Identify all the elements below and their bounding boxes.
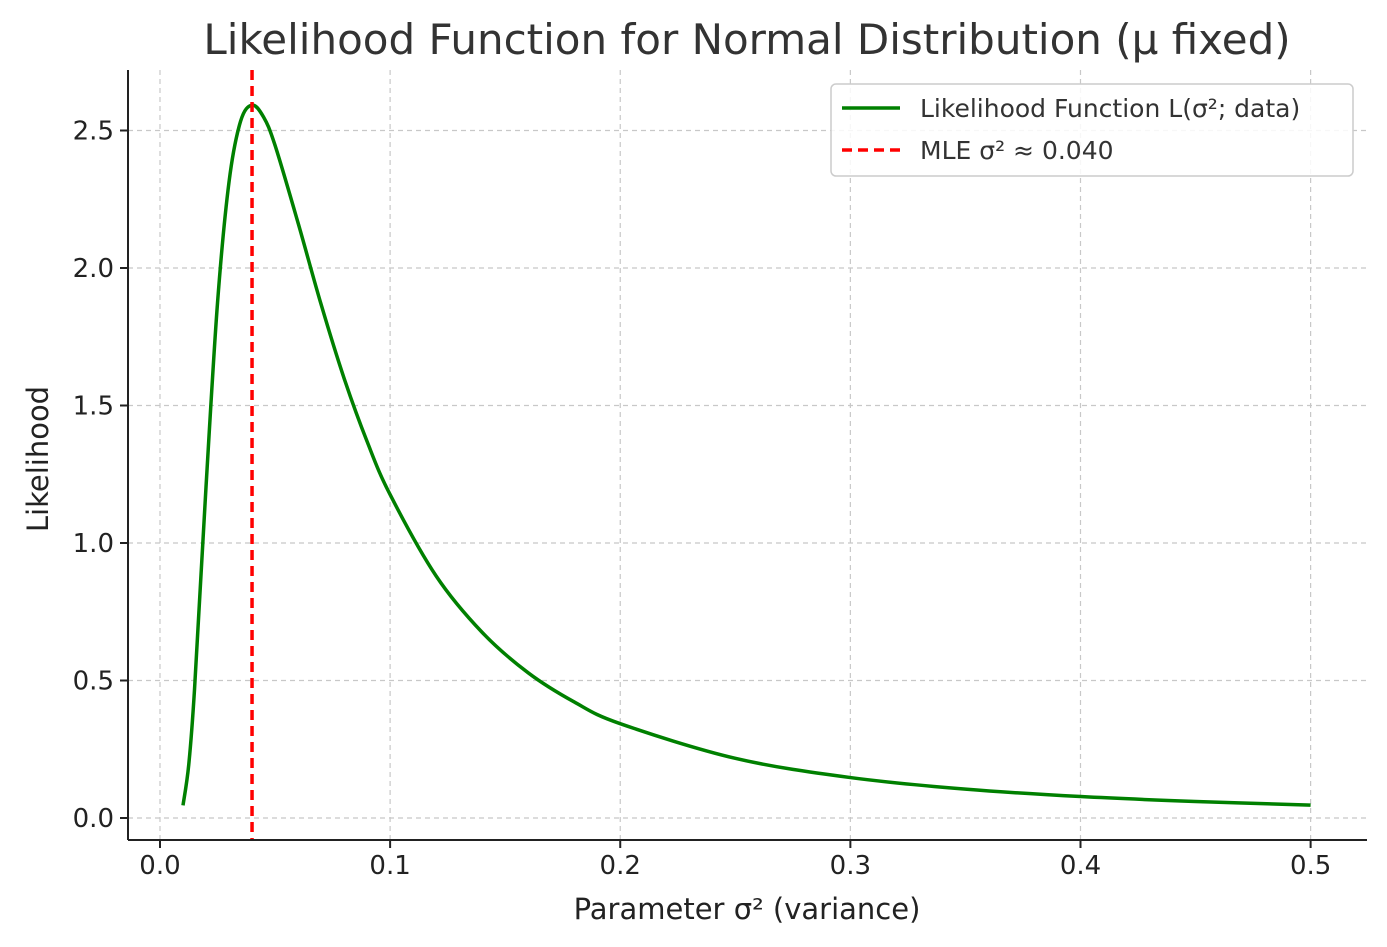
y-tick-label: 0.0 <box>73 804 114 834</box>
ticks: 0.0 0.1 0.2 0.3 0.4 0.5 0.0 0.5 1.0 1.5 2.0 2.5 <box>73 117 1332 882</box>
y-tick-label: 2.0 <box>73 254 114 284</box>
legend-box <box>830 83 1354 177</box>
y-tick-label: 1.5 <box>73 392 114 422</box>
y-tick-label: 2.5 <box>73 117 114 147</box>
x-tick-label: 0.4 <box>1060 851 1101 881</box>
chart-title: Likelihood Function for Normal Distribut… <box>203 15 1290 64</box>
y-axis-label: Likelihood <box>21 386 55 532</box>
legend-label-likelihood: Likelihood Function L(σ²; data) <box>920 94 1300 123</box>
likelihood-curve <box>181 103 1311 807</box>
y-tick-label: 0.5 <box>73 667 114 697</box>
x-tick-label: 0.0 <box>139 851 180 881</box>
x-tick-label: 0.1 <box>369 851 410 881</box>
x-tick-label: 0.2 <box>600 851 641 881</box>
x-tick-label: 0.5 <box>1290 851 1331 881</box>
legend: Likelihood Function L(σ²; data) MLE σ² ≈… <box>830 83 1354 177</box>
legend-label-mle: MLE σ² ≈ 0.040 <box>920 136 1114 165</box>
grid <box>128 70 1367 840</box>
x-tick-label: 0.3 <box>830 851 871 881</box>
x-axis-label: Parameter σ² (variance) <box>574 892 921 926</box>
plot-area <box>181 70 1311 840</box>
y-tick-label: 1.0 <box>73 529 114 559</box>
